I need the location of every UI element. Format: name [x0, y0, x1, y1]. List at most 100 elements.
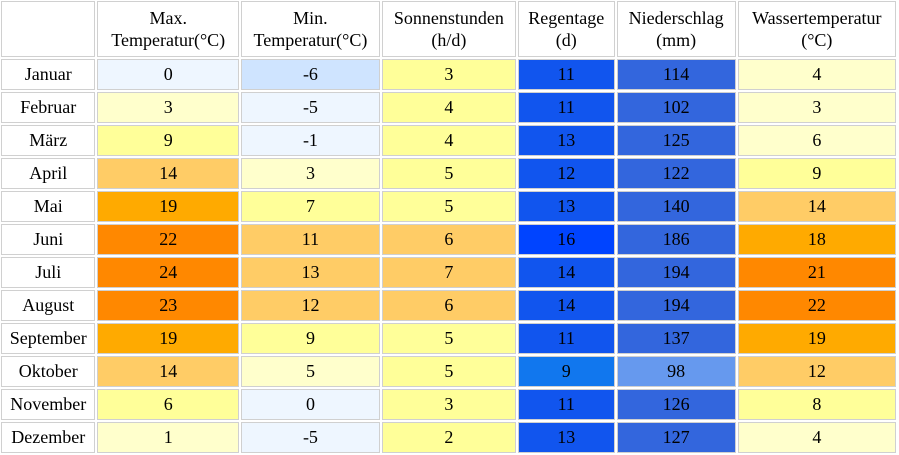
- table-row: November 6 0 3 11 126 8: [1, 389, 896, 420]
- water-temp-cell: 4: [737, 59, 896, 90]
- min-temp-cell: 7: [240, 191, 380, 222]
- header-line: Niederschlag: [628, 8, 724, 28]
- header-row: Max. Temperatur(°C) Min. Temperatur(°C) …: [1, 1, 896, 57]
- rain-days-cell: 14: [517, 290, 615, 321]
- max-temp-cell: 14: [97, 356, 239, 387]
- rain-days-cell: 11: [517, 323, 615, 354]
- min-temp-cell: -6: [240, 59, 380, 90]
- sunshine-cell: 5: [381, 323, 516, 354]
- month-label: März: [1, 125, 96, 156]
- sunshine-cell: 5: [381, 356, 516, 387]
- min-temp-cell: -5: [240, 92, 380, 123]
- month-label: Dezember: [1, 422, 96, 453]
- min-temp-cell: 12: [240, 290, 380, 321]
- water-temp-cell: 9: [737, 158, 896, 189]
- month-label: Januar: [1, 59, 96, 90]
- header-corner: [1, 1, 96, 57]
- max-temp-cell: 9: [97, 125, 239, 156]
- max-temp-cell: 6: [97, 389, 239, 420]
- rain-days-cell: 13: [517, 422, 615, 453]
- table-row: Dezember 1 -5 2 13 127 4: [1, 422, 896, 453]
- table-row: August 23 12 6 14 194 22: [1, 290, 896, 321]
- rain-days-cell: 11: [517, 92, 615, 123]
- table-row: April 14 3 5 12 122 9: [1, 158, 896, 189]
- precipitation-cell: 194: [616, 290, 736, 321]
- header-line: Max.: [149, 8, 187, 28]
- rain-days-cell: 11: [517, 59, 615, 90]
- header-line: Temperatur(°C): [253, 30, 368, 50]
- table-row: Oktober 14 5 5 9 98 12: [1, 356, 896, 387]
- water-temp-cell: 14: [737, 191, 896, 222]
- water-temp-cell: 4: [737, 422, 896, 453]
- header-max-temp: Max. Temperatur(°C): [97, 1, 239, 57]
- month-label: Juni: [1, 224, 96, 255]
- month-label: Mai: [1, 191, 96, 222]
- month-label: Juli: [1, 257, 96, 288]
- max-temp-cell: 14: [97, 158, 239, 189]
- max-temp-cell: 0: [97, 59, 239, 90]
- precipitation-cell: 114: [616, 59, 736, 90]
- min-temp-cell: 9: [240, 323, 380, 354]
- sunshine-cell: 4: [381, 125, 516, 156]
- header-line: Regentage: [528, 8, 605, 28]
- header-line: Min.: [293, 8, 328, 28]
- header-line: Sonnenstunden: [393, 8, 504, 28]
- rain-days-cell: 12: [517, 158, 615, 189]
- max-temp-cell: 19: [97, 323, 239, 354]
- month-label: Februar: [1, 92, 96, 123]
- precipitation-cell: 125: [616, 125, 736, 156]
- sunshine-cell: 5: [381, 191, 516, 222]
- sunshine-cell: 6: [381, 224, 516, 255]
- month-label: Oktober: [1, 356, 96, 387]
- min-temp-cell: -5: [240, 422, 380, 453]
- precipitation-cell: 127: [616, 422, 736, 453]
- water-temp-cell: 3: [737, 92, 896, 123]
- precipitation-cell: 98: [616, 356, 736, 387]
- header-line: (mm): [656, 30, 697, 50]
- precipitation-cell: 122: [616, 158, 736, 189]
- table-row: September 19 9 5 11 137 19: [1, 323, 896, 354]
- rain-days-cell: 13: [517, 125, 615, 156]
- sunshine-cell: 5: [381, 158, 516, 189]
- max-temp-cell: 23: [97, 290, 239, 321]
- precipitation-cell: 140: [616, 191, 736, 222]
- min-temp-cell: 0: [240, 389, 380, 420]
- rain-days-cell: 9: [517, 356, 615, 387]
- water-temp-cell: 19: [737, 323, 896, 354]
- max-temp-cell: 22: [97, 224, 239, 255]
- min-temp-cell: 11: [240, 224, 380, 255]
- header-precipitation: Niederschlag (mm): [616, 1, 736, 57]
- precipitation-cell: 186: [616, 224, 736, 255]
- header-sunshine: Sonnenstunden (h/d): [381, 1, 516, 57]
- header-line: Temperatur(°C): [111, 30, 226, 50]
- header-rain-days: Regentage (d): [517, 1, 615, 57]
- table-body: Januar 0 -6 3 11 114 4 Februar 3 -5 4 11 102 3 März 9 -1…: [1, 59, 896, 453]
- max-temp-cell: 1: [97, 422, 239, 453]
- month-label: August: [1, 290, 96, 321]
- header-line: (h/d): [431, 30, 467, 50]
- table-row: Juni 22 11 6 16 186 18: [1, 224, 896, 255]
- header-water-temp: Wassertemperatur (°C): [737, 1, 896, 57]
- sunshine-cell: 4: [381, 92, 516, 123]
- water-temp-cell: 12: [737, 356, 896, 387]
- water-temp-cell: 8: [737, 389, 896, 420]
- water-temp-cell: 21: [737, 257, 896, 288]
- header-line: (°C): [801, 30, 833, 50]
- header-line: Wassertemperatur: [752, 8, 882, 28]
- precipitation-cell: 194: [616, 257, 736, 288]
- sunshine-cell: 3: [381, 389, 516, 420]
- water-temp-cell: 18: [737, 224, 896, 255]
- table-row: Juli 24 13 7 14 194 21: [1, 257, 896, 288]
- month-label: April: [1, 158, 96, 189]
- min-temp-cell: -1: [240, 125, 380, 156]
- sunshine-cell: 2: [381, 422, 516, 453]
- precipitation-cell: 102: [616, 92, 736, 123]
- precipitation-cell: 137: [616, 323, 736, 354]
- min-temp-cell: 5: [240, 356, 380, 387]
- table-row: Mai 19 7 5 13 140 14: [1, 191, 896, 222]
- precipitation-cell: 126: [616, 389, 736, 420]
- rain-days-cell: 11: [517, 389, 615, 420]
- max-temp-cell: 24: [97, 257, 239, 288]
- max-temp-cell: 3: [97, 92, 239, 123]
